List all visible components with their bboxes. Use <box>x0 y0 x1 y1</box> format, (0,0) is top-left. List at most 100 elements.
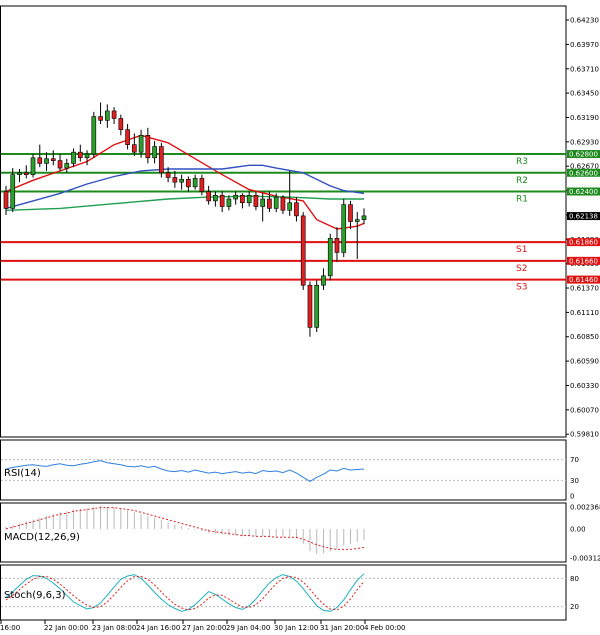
candle-body <box>84 153 90 159</box>
candle-body <box>50 158 56 161</box>
candle-body <box>172 177 178 183</box>
level-label-s3: S3 <box>516 283 527 293</box>
candle-body <box>233 194 238 200</box>
candle-body <box>321 275 326 286</box>
level-label-r3: R3 <box>516 157 528 167</box>
time-tick-label: 30 Jan 12:00 <box>274 624 318 632</box>
candle-body <box>179 179 184 183</box>
candle-body <box>273 196 279 209</box>
price-tick-label: 0.63970 <box>570 41 599 49</box>
price-tick-label: 0.59810 <box>570 431 599 439</box>
level-label-r1: R1 <box>516 195 528 205</box>
candle-body <box>64 163 70 169</box>
candle-body <box>165 172 171 178</box>
level-price-tag-s3 <box>567 275 600 284</box>
price-tick-label: 0.61110 <box>570 309 599 317</box>
rsi-line <box>5 460 365 482</box>
stoch-tick-label: 20 <box>570 603 579 611</box>
candle-body <box>219 194 225 207</box>
level-price-tag-r2 <box>567 168 600 177</box>
candle-body <box>17 172 22 175</box>
stoch-panel: Stoch(9,6,3) 80 20 <box>0 564 579 621</box>
stoch-signal-line <box>5 575 365 611</box>
candle-body <box>104 110 110 121</box>
price-tick-label: 0.60850 <box>570 333 599 341</box>
time-tick-label: 16:00 <box>0 624 20 632</box>
stoch-tick-label: 80 <box>570 575 579 583</box>
candle-body <box>361 215 367 220</box>
price-panel: 0.64230 0.63970 0.63710 0.63450 0.63190 0.629… <box>0 5 600 439</box>
candle-body <box>253 194 259 207</box>
price-tick-label: 0.62930 <box>570 138 599 146</box>
candle-body <box>300 215 306 286</box>
candle-body <box>23 172 29 175</box>
time-tick-label: 23 Jan 08:00 <box>92 624 136 632</box>
time-tick-label: 22 Jan 00:00 <box>44 624 88 632</box>
candle-body <box>314 284 320 328</box>
time-tick-label: 24 Jan 16:00 <box>136 624 180 632</box>
candle-body <box>71 151 76 164</box>
candle-body <box>192 178 198 188</box>
candle-body <box>145 135 151 159</box>
candle-body <box>307 284 313 328</box>
macd-tick-label: 0.00 <box>570 525 586 533</box>
stoch-panel-frame <box>0 564 567 621</box>
price-panel-frame <box>0 5 567 438</box>
candle-body <box>91 116 97 155</box>
rsi-label: RSI(14) <box>4 468 41 479</box>
level-price-text-s2: 0.61660 <box>569 257 598 265</box>
current-price-tag <box>567 212 600 221</box>
candle-body <box>354 219 360 222</box>
rsi-panel-frame <box>0 439 567 501</box>
rsi-tick-label: 0 <box>570 493 574 501</box>
level-price-text-r3: 0.62800 <box>569 151 598 159</box>
level-price-tag-r3 <box>567 150 600 159</box>
price-tick-label: 0.64230 <box>570 17 599 25</box>
macd-panel: MACD(12,26,9) 0.002368 0.00 -0.003127 <box>0 502 600 563</box>
candle-body <box>206 191 211 202</box>
candle-body <box>199 178 205 192</box>
candle-body <box>159 146 164 174</box>
macd-tick-label: 0.002368 <box>570 504 600 512</box>
candle-body <box>341 204 347 253</box>
candle-body <box>287 202 293 211</box>
rsi-panel: RSI(14) 70 30 0 <box>0 439 579 501</box>
level-price-text-r1: 0.62400 <box>569 188 598 196</box>
candle-body <box>327 238 333 277</box>
level-label-r2: R2 <box>516 176 528 186</box>
level-price-text-r2: 0.62600 <box>569 169 598 177</box>
price-tick-label: 0.62670 <box>570 163 599 171</box>
price-tick-label: 0.60330 <box>570 382 599 390</box>
macd-label: MACD(12,26,9) <box>4 532 80 543</box>
price-tick-label: 0.60590 <box>570 358 599 366</box>
candle-body <box>267 198 272 209</box>
candle-body <box>77 151 83 159</box>
candle-body <box>240 194 245 204</box>
candle-body <box>348 204 353 222</box>
time-tick-label: 29 Jan 04:00 <box>226 624 270 632</box>
candle-body <box>3 191 9 209</box>
price-tick-label: 0.63450 <box>570 90 599 98</box>
level-price-tag-r1 <box>567 187 600 196</box>
level-label-s2: S2 <box>516 264 527 274</box>
time-axis: 16:00 22 Jan 00:00 23 Jan 08:00 24 Jan 16:0… <box>0 620 405 632</box>
candle-body <box>226 198 232 207</box>
candle-body <box>246 194 252 204</box>
rsi-tick-label: 30 <box>570 477 579 485</box>
candle-body <box>98 116 103 121</box>
moving-average-line <box>5 164 365 210</box>
time-tick-label: 31 Jan 20:00 <box>320 624 364 632</box>
macd-tick-label: -0.003127 <box>570 555 600 563</box>
candle-body <box>132 144 137 153</box>
price-tick-label: 0.63190 <box>570 114 599 122</box>
stoch-label: Stoch(9,6,3) <box>4 590 66 601</box>
level-price-tag-s1 <box>567 238 600 247</box>
candle-body <box>118 118 124 130</box>
candle-body <box>260 198 266 207</box>
time-tick-label: 4 Feb 00:00 <box>364 624 405 632</box>
candle-body <box>111 110 117 119</box>
candle-body <box>10 174 16 209</box>
rsi-tick-label: 70 <box>570 456 579 464</box>
price-tick-label: 0.63710 <box>570 65 599 73</box>
